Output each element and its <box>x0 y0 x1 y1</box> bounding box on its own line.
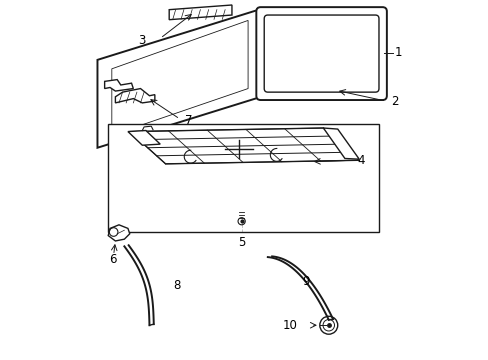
Polygon shape <box>115 89 155 103</box>
Polygon shape <box>129 128 359 164</box>
Text: 2: 2 <box>391 95 398 108</box>
Polygon shape <box>128 131 160 145</box>
Polygon shape <box>104 80 133 91</box>
Text: 7: 7 <box>185 114 192 127</box>
Text: 6: 6 <box>109 253 117 266</box>
Polygon shape <box>112 21 247 135</box>
Text: 10: 10 <box>282 319 297 332</box>
Polygon shape <box>278 152 343 167</box>
FancyBboxPatch shape <box>256 7 386 100</box>
Text: 4: 4 <box>357 154 364 167</box>
Text: 3: 3 <box>138 33 145 47</box>
Text: 1: 1 <box>394 46 402 59</box>
Polygon shape <box>323 128 359 159</box>
Bar <box>108 125 378 232</box>
Text: 8: 8 <box>172 279 180 292</box>
Polygon shape <box>169 5 231 20</box>
Text: 5: 5 <box>238 236 245 249</box>
Text: 9: 9 <box>301 275 309 288</box>
Polygon shape <box>108 225 129 241</box>
Polygon shape <box>97 10 258 148</box>
FancyBboxPatch shape <box>264 15 378 92</box>
